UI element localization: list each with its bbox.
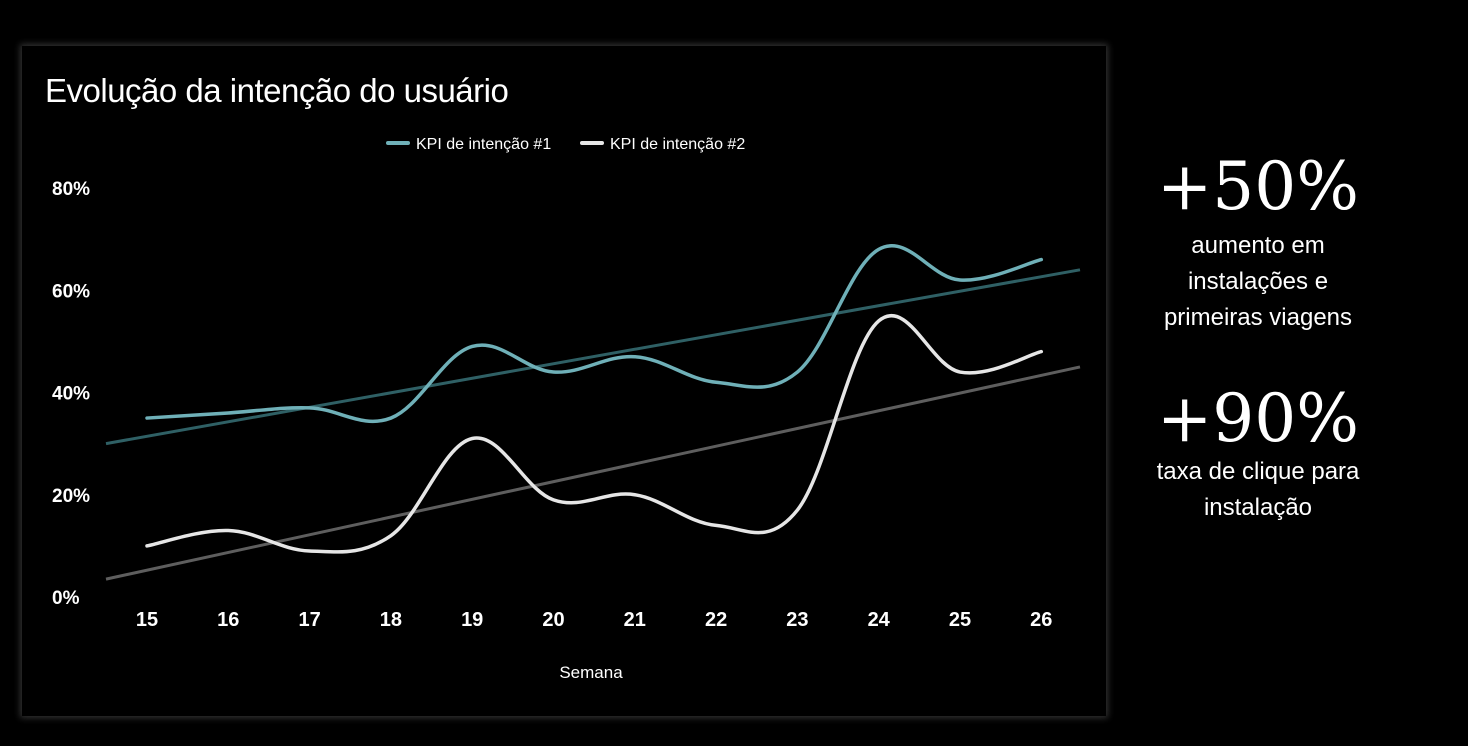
x-tick-label: 19: [461, 609, 483, 631]
legend-label: KPI de intenção #2: [610, 136, 745, 153]
x-tick-label: 23: [786, 609, 808, 631]
x-tick-label: 25: [949, 609, 971, 631]
chart-title: Evolução da intenção do usuário: [45, 72, 509, 109]
stat-ctr-line: taxa de clique para: [1156, 458, 1360, 485]
x-tick-label: 20: [542, 609, 564, 631]
x-tick-label: 18: [380, 609, 402, 631]
y-tick-label: 80%: [52, 179, 90, 200]
stat-installs-description: aumento em instalações e primeiras viage…: [1130, 228, 1386, 336]
y-tick-label: 0%: [52, 588, 80, 609]
x-tick-label: 21: [624, 609, 646, 631]
x-tick-label: 26: [1030, 609, 1052, 631]
x-axis-label: Semana: [559, 663, 623, 682]
chart-panel: [22, 46, 1106, 716]
series-line-2: [145, 313, 1044, 554]
x-tick-label: 22: [705, 609, 727, 631]
trend-line: [105, 365, 1081, 581]
stat-ctr-line: instalação: [1203, 494, 1313, 521]
x-tick-label: 16: [217, 609, 239, 631]
stat-ctr-value: +90%: [1157, 380, 1359, 457]
series-line-1: [145, 244, 1044, 424]
stat-ctr-description: taxa de clique para instalação: [1130, 454, 1386, 526]
trend-line: [105, 268, 1081, 446]
legend-label: KPI de intenção #1: [416, 136, 551, 153]
x-tick-label: 24: [868, 609, 891, 631]
stat-installs-line: aumento em: [1191, 232, 1325, 259]
stat-installs-line: primeiras viagens: [1163, 304, 1353, 331]
stat-installs-line: instalações e: [1187, 268, 1329, 295]
x-tick-label: 15: [136, 609, 158, 631]
y-tick-label: 40%: [52, 384, 90, 405]
y-tick-label: 60%: [52, 281, 90, 302]
y-tick-label: 20%: [52, 486, 90, 507]
stat-installs-value: +50%: [1157, 148, 1359, 225]
x-tick-label: 17: [298, 609, 320, 631]
